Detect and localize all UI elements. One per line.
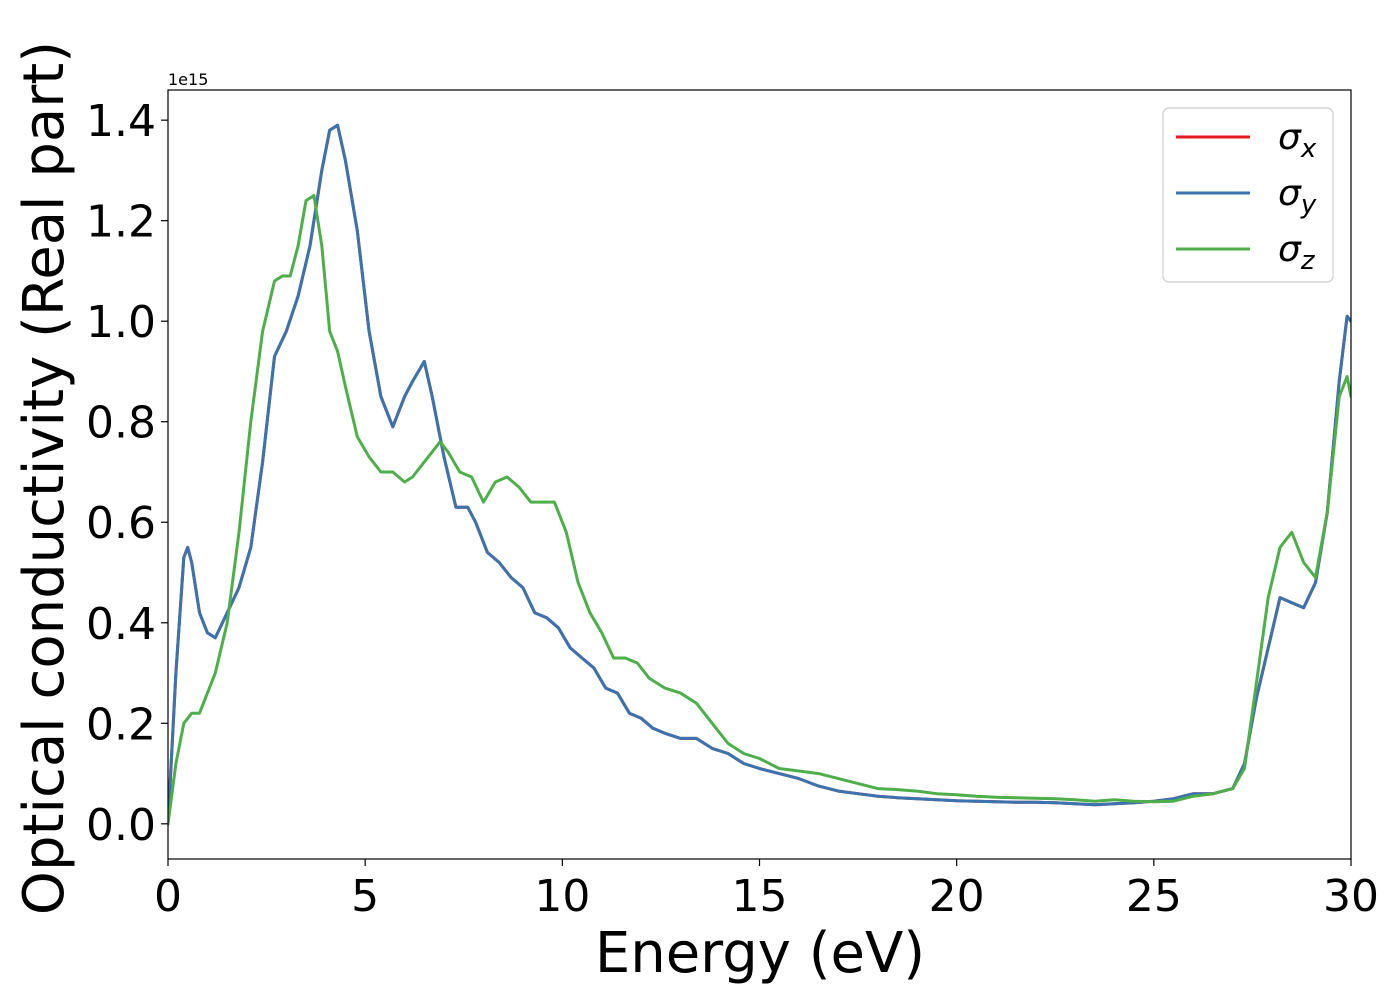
y-tick-label: 1.4 [86, 96, 156, 147]
y-tick-label: 0.8 [86, 398, 156, 449]
legend-box [1162, 107, 1334, 283]
x-tick-label: 5 [351, 871, 379, 922]
x-tick-label: 15 [732, 871, 788, 922]
y-tick-label: 1.0 [86, 297, 156, 348]
y-axis-label: Optical conductivity (Real part) [12, 41, 77, 915]
y-tick-label: 0.0 [86, 800, 156, 851]
x-axis: 0 5 10 15 20 25 30 [154, 859, 1379, 922]
y-tick-label: 0.4 [86, 599, 156, 650]
y-tick-label: 0.6 [86, 498, 156, 549]
y-offset-label: 1e15 [168, 70, 208, 89]
series-line-z [168, 194, 1351, 826]
y-tick-label: 0.2 [86, 699, 156, 750]
x-tick-label: 25 [1126, 871, 1182, 922]
x-tick-label: 20 [929, 871, 985, 922]
x-tick-label: 10 [534, 871, 590, 922]
x-tick-label: 30 [1323, 871, 1379, 922]
series-layer [168, 123, 1351, 826]
y-axis: 0.0 0.2 0.4 0.6 0.8 1.0 1.2 1.4 [86, 96, 168, 851]
y-tick-label: 1.2 [86, 197, 156, 248]
x-axis-label: Energy (eV) [595, 921, 925, 986]
x-tick-label: 0 [154, 871, 182, 922]
